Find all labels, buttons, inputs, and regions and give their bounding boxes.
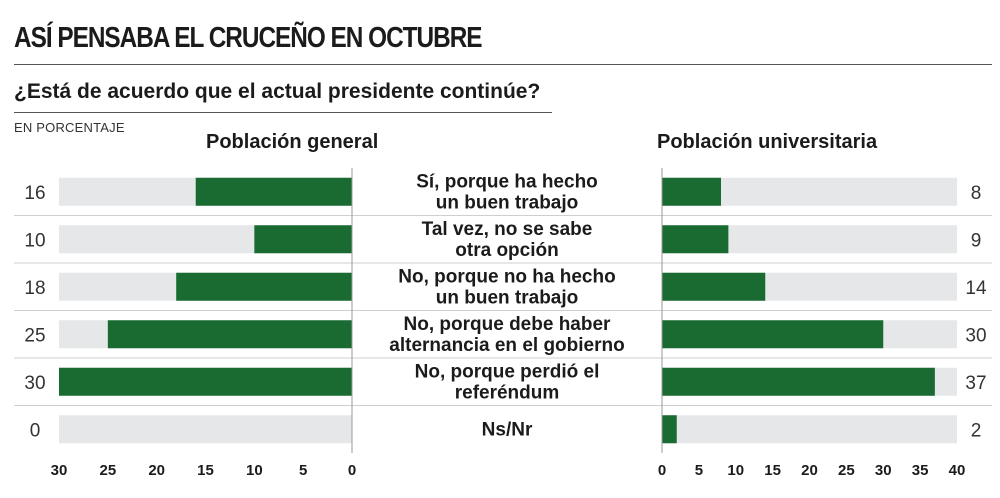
value-label-general: 16 (24, 183, 45, 204)
value-label-university: 30 (965, 325, 986, 346)
main-title: ASÍ PENSABA EL CRUCEÑO EN OCTUBRE (14, 22, 483, 54)
category-label: un buen trabajo (436, 192, 579, 213)
title-divider (14, 64, 992, 65)
category-label: un buen trabajo (436, 287, 579, 308)
bar-university (662, 367, 935, 396)
bar-track-general (59, 415, 352, 444)
category-label: alternancia en el gobierno (389, 335, 624, 356)
bar-general (176, 272, 352, 301)
category-label: Sí, porque ha hecho (416, 171, 598, 192)
question-divider (14, 112, 552, 113)
value-label-general: 10 (24, 230, 45, 251)
value-label-university: 2 (971, 420, 982, 441)
tick-label-university: 30 (875, 462, 892, 479)
bar-university (662, 177, 721, 206)
unit-label: EN PORCENTAJE (14, 120, 125, 135)
category-label: Ns/Nr (482, 419, 533, 440)
category-label: No, porque perdió el (415, 361, 600, 382)
tick-label-university: 25 (838, 462, 855, 479)
value-label-university: 14 (965, 278, 987, 299)
bar-university (662, 320, 884, 349)
bar-general (107, 320, 352, 349)
value-label-general: 0 (30, 420, 41, 441)
value-label-general: 25 (24, 325, 45, 346)
tick-label-university: 5 (695, 462, 703, 479)
category-label: Tal vez, no se sabe (422, 219, 593, 240)
chart-question: ¿Está de acuerdo que el actual president… (14, 80, 541, 103)
panel-title-university: Población universitaria (657, 131, 878, 153)
tick-label-university: 40 (949, 462, 966, 479)
category-label: No, porque no ha hecho (398, 266, 615, 287)
panel-title-general: Población general (206, 131, 379, 153)
tick-label-general: 15 (197, 462, 214, 479)
tick-label-general: 10 (246, 462, 263, 479)
category-label: otra opción (455, 240, 558, 261)
tick-label-university: 15 (764, 462, 781, 479)
bar-university (662, 272, 766, 301)
category-label: referéndum (455, 382, 560, 403)
value-label-university: 8 (971, 183, 982, 204)
tick-label-university: 0 (658, 462, 666, 479)
tick-label-university: 20 (801, 462, 818, 479)
bar-university (662, 415, 677, 444)
tick-label-university: 10 (727, 462, 744, 479)
bar-general (59, 367, 352, 396)
tick-label-general: 25 (99, 462, 116, 479)
value-label-general: 18 (24, 278, 45, 299)
tick-label-general: 30 (51, 462, 68, 479)
value-label-university: 37 (965, 373, 986, 394)
value-label-general: 30 (24, 373, 45, 394)
bar-track-university (662, 415, 957, 444)
bar-university (662, 225, 729, 254)
tick-label-general: 5 (299, 462, 307, 479)
tick-label-general: 0 (348, 462, 356, 479)
tick-label-university: 35 (912, 462, 929, 479)
tick-label-general: 20 (148, 462, 165, 479)
category-label: No, porque debe haber (404, 314, 612, 335)
bar-general (254, 225, 352, 254)
value-label-university: 9 (971, 230, 982, 251)
bar-general (195, 177, 352, 206)
